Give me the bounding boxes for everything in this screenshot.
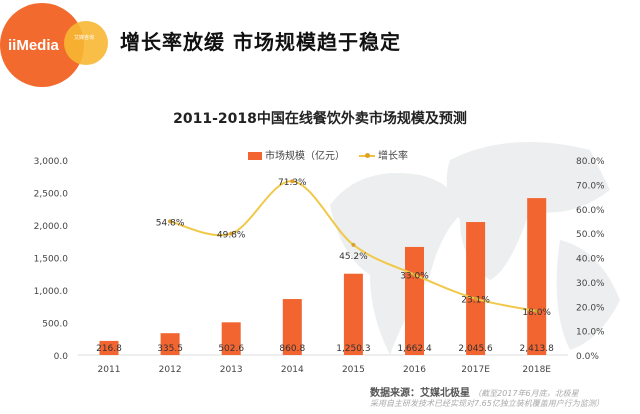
y-tick-label: 3,000.0 [34,157,69,167]
bar-data-label: 502.6 [218,344,244,354]
bar-data-label: 216.8 [96,344,122,354]
growth-point [290,179,295,184]
growth-point [412,272,417,277]
growth-data-label: 23.1% [461,296,490,306]
bar-data-label: 2,045.6 [458,344,493,354]
x-tick-label: 2015 [342,365,365,375]
legend-label-growth: 增长率 [378,151,408,162]
legend-line-swatch [359,153,375,158]
chart-title: 2011-2018中国在线餐饮外卖市场规模及预测 [173,111,467,127]
bar [99,340,119,355]
bar-data-label: 1,662.4 [397,344,432,354]
bar-data-label: 2,413.8 [520,344,555,354]
growth-data-label: 49.8% [217,231,246,241]
x-tick-label: 2013 [220,365,243,375]
bar [343,273,363,355]
legend-label-market: 市场规模（亿元） [265,151,345,162]
growth-data-label: 18.0% [522,308,551,318]
growth-data-label: 71.3% [278,178,307,188]
source-note-line1: （截至2017年6月底，北极星 [473,389,579,398]
y2-tick-label: 70.0% [576,181,605,191]
growth-point [351,242,356,247]
growth-data-label: 45.2% [339,252,368,262]
x-tick-label: 2012 [159,365,182,375]
growth-point [168,219,173,224]
bar [466,222,486,355]
growth-point [229,231,234,236]
y2-tick-label: 50.0% [576,230,605,240]
growth-data-label: 54.8% [156,218,185,228]
bar [282,299,302,355]
y2-tick-label: 10.0% [576,328,605,338]
y-tick-label: 2,000.0 [34,222,69,232]
bar-data-label: 860.8 [279,344,305,354]
legend-item-growth: 增长率 [359,147,408,162]
source-label: 数据来源：艾媒北极星 [370,388,470,399]
x-tick-label: 2018E [522,365,551,375]
logo-graphic: iiMedia 艾媒咨询 [0,3,108,87]
bar [221,322,241,355]
source-note: 数据来源：艾媒北极星 （截至2017年6月底，北极星 [370,384,579,399]
y-tick-label: 0.0 [54,352,69,362]
bar [405,246,424,355]
logo-text: iiMedia [8,37,60,54]
iimedia-logo: iiMedia 艾媒咨询 [0,0,120,100]
legend-item-market: 市场规模（亿元） [248,147,345,162]
source-note-line2: 采用自主研发技术已经实现对7.65亿独立装机覆盖用户行为监测） [370,399,604,408]
y-tick-label: 2,500.0 [34,190,69,200]
bar-data-label: 335.5 [157,344,183,354]
y2-tick-label: 20.0% [576,303,605,313]
y2-tick-label: 80.0% [576,157,605,167]
legend-bar-swatch [248,152,262,160]
y-tick-label: 1,500.0 [34,255,69,265]
bar-data-label: 1,250.3 [336,344,370,354]
headline: 增长率放缓 市场规模趋于稳定 [120,30,401,54]
bar [160,333,180,355]
y2-tick-label: 0.0% [576,352,599,362]
x-tick-label: 2011 [98,365,121,375]
growth-point [473,296,478,301]
growth-point [534,309,539,314]
x-tick-label: 2016 [403,365,426,375]
bar [527,198,547,355]
y2-tick-label: 30.0% [576,279,605,289]
y-tick-label: 500.0 [42,320,68,330]
chart-legend: 市场规模（亿元） 增长率 [248,147,408,162]
logo-subtext: 艾媒咨询 [74,34,94,41]
growth-data-label: 33.0% [400,272,429,282]
x-tick-label: 2014 [281,365,304,375]
y-tick-label: 1,000.0 [34,287,69,297]
x-tick-label: 2017E [461,365,490,375]
y2-tick-label: 40.0% [576,255,605,265]
y2-tick-label: 60.0% [576,206,605,216]
